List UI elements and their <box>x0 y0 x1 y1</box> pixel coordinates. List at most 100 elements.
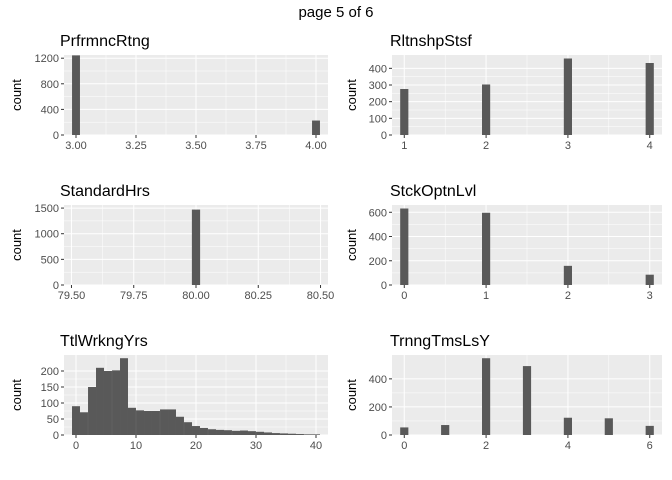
histogram-bar <box>223 430 232 435</box>
histogram-bar <box>482 84 491 135</box>
x-tick-label: 0 <box>401 290 407 302</box>
histogram-bar <box>563 417 572 435</box>
y-tick-label: 50 <box>47 414 59 426</box>
histogram-bar <box>400 89 409 135</box>
x-tick-label: 1 <box>483 290 489 302</box>
y-axis-label: count <box>344 379 359 411</box>
histogram-bar <box>127 407 136 435</box>
histogram-bar <box>482 212 491 285</box>
chart-panel-trnngtmslsy: 0 2 4 6 0 200 400 TrnngTmsLsY count <box>344 333 662 452</box>
y-tick-label: 1200 <box>35 53 59 65</box>
y-tick-label: 400 <box>41 104 59 116</box>
histogram-bar <box>96 367 104 435</box>
histogram-bar <box>79 412 88 435</box>
y-tick-label: 400 <box>369 374 387 386</box>
histogram-bar <box>645 63 654 135</box>
histogram-bar <box>400 427 409 435</box>
histogram-bar <box>232 430 241 435</box>
chart-panel-standardhrs: 79.50 79.75 80.00 80.25 80.50 0 500 1000 1500Sta… <box>9 183 334 302</box>
y-tick-label: 0 <box>53 430 59 442</box>
histogram-bar <box>88 387 97 435</box>
histogram-bar <box>144 411 152 435</box>
histogram-bar <box>151 411 160 435</box>
x-tick-label: 6 <box>647 440 653 452</box>
y-tick-label: 300 <box>369 80 387 92</box>
histogram-bar <box>312 434 320 435</box>
y-axis-label: count <box>9 229 24 261</box>
histogram-bar <box>522 366 532 435</box>
x-tick-label: 3.25 <box>125 140 146 152</box>
y-tick-label: 1000 <box>35 229 59 241</box>
x-tick-label: 80.25 <box>244 290 272 302</box>
histogram-bar <box>563 58 572 135</box>
histogram-bar <box>264 432 272 435</box>
chart-panel-rltnshpstsf: 1 2 3 4 0 100 200 300 400 RltnshpStsf count <box>344 33 662 152</box>
y-tick-label: 150 <box>41 382 59 394</box>
y-tick-label: 0 <box>381 280 387 292</box>
histogram-bar <box>312 120 320 135</box>
x-tick-label: 3 <box>565 140 571 152</box>
histogram-bar <box>184 422 193 435</box>
panel-title: TtlWrkngYrs <box>60 333 148 350</box>
x-tick-label: 79.50 <box>58 290 86 302</box>
histogram-bar <box>103 371 112 435</box>
y-tick-label: 200 <box>369 256 387 268</box>
x-tick-label: 2 <box>483 440 489 452</box>
histogram-bar <box>280 433 289 435</box>
x-tick-label: 80.50 <box>307 290 335 302</box>
page-title: page 5 of 6 <box>298 4 374 21</box>
histogram-bar <box>72 406 80 435</box>
histogram-bar <box>288 433 296 435</box>
histogram-bar <box>120 358 128 435</box>
histogram-bar <box>645 274 654 285</box>
histogram-bar <box>271 433 280 435</box>
x-tick-label: 3.00 <box>65 140 86 152</box>
y-tick-label: 100 <box>369 113 387 125</box>
y-tick-label: 0 <box>53 130 59 142</box>
chart-panel-ttlwrkngyrs: 0 10 20 30 40 0 50 100 150 200 TtlWrkngYrs count <box>9 333 328 452</box>
y-tick-label: 500 <box>41 254 59 266</box>
histogram-bar <box>175 416 184 435</box>
x-tick-label: 3.50 <box>185 140 206 152</box>
histogram-bar <box>400 208 409 285</box>
x-tick-label: 4 <box>565 440 571 452</box>
histogram-bar <box>563 265 572 285</box>
y-tick-label: 400 <box>369 63 387 75</box>
histogram-bar <box>256 431 265 435</box>
histogram-bar <box>240 430 248 435</box>
x-tick-label: 4.00 <box>305 140 326 152</box>
x-tick-label: 1 <box>401 140 407 152</box>
panel-title: StckOptnLvl <box>390 183 476 200</box>
panel-title: TrnngTmsLsY <box>390 333 490 350</box>
x-tick-label: 20 <box>190 440 202 452</box>
x-tick-label: 80.00 <box>182 290 210 302</box>
histogram-bar <box>72 55 80 135</box>
histogram-bar <box>295 434 304 435</box>
histogram-bar <box>160 409 169 435</box>
x-tick-label: 2 <box>483 140 489 152</box>
x-tick-label: 79.75 <box>120 290 148 302</box>
histogram-bar <box>191 209 201 285</box>
x-tick-label: 30 <box>250 440 262 452</box>
panel-title: RltnshpStsf <box>390 33 472 50</box>
histogram-bar <box>168 409 176 435</box>
y-axis-label: count <box>344 79 359 111</box>
x-tick-label: 3.75 <box>245 140 266 152</box>
x-tick-label: 2 <box>565 290 571 302</box>
panel-title: StandardHrs <box>60 183 150 200</box>
y-tick-label: 100 <box>41 398 59 410</box>
histogram-bar <box>247 431 256 435</box>
histogram-bar <box>199 427 208 435</box>
histogram-bar <box>441 425 450 435</box>
chart-panel-prfrmncrtng: 3.00 3.25 3.50 3.75 4.00 0 400 800 1200PrfrmncRt… <box>9 33 328 152</box>
y-tick-label: 0 <box>381 130 387 142</box>
histogram-bar <box>112 370 121 435</box>
y-tick-label: 200 <box>369 97 387 109</box>
histogram-bar <box>208 429 217 435</box>
y-tick-label: 0 <box>53 280 59 292</box>
y-axis-label: count <box>9 79 24 111</box>
x-tick-label: 4 <box>647 140 653 152</box>
histogram-bar <box>482 358 491 435</box>
